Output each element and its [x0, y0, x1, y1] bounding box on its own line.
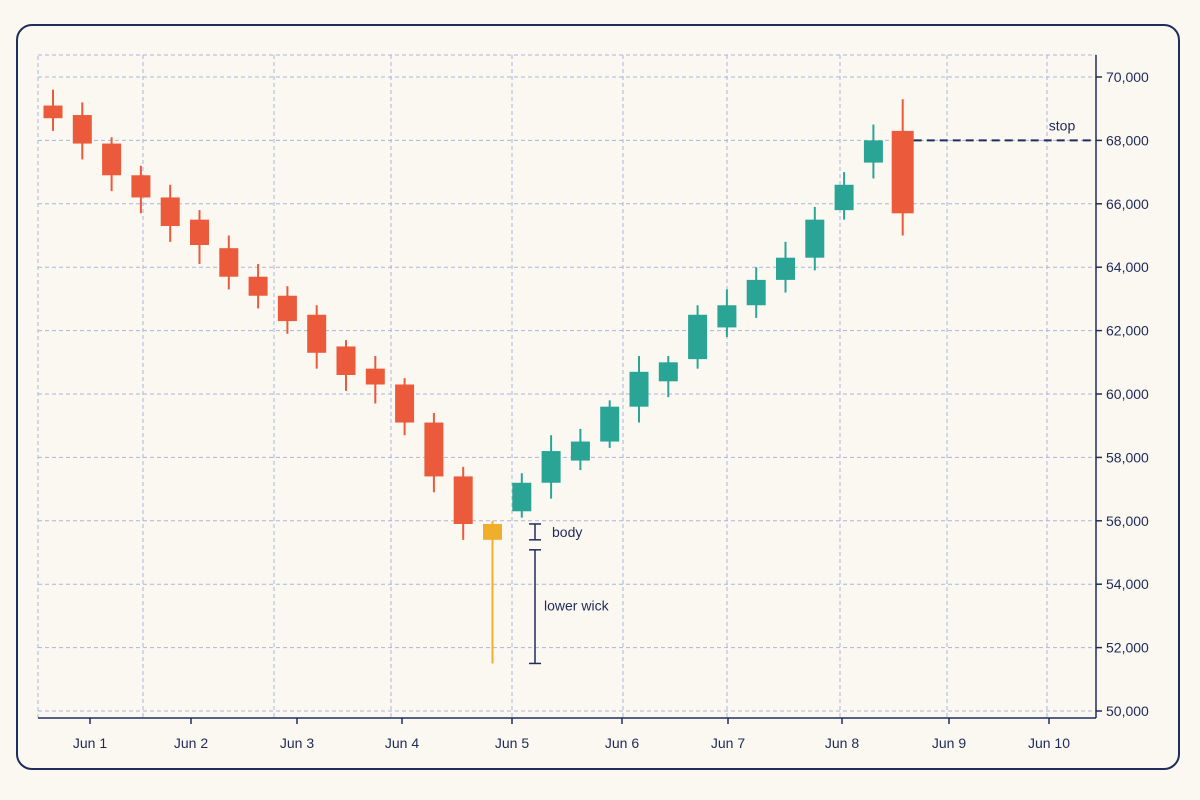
candle-body — [248, 276, 268, 296]
candle — [160, 184, 180, 242]
y-tick-label: 50,000 — [1106, 703, 1149, 719]
candle — [570, 428, 590, 471]
candle — [248, 264, 268, 309]
candle — [365, 355, 385, 404]
y-tick-label: 58,000 — [1106, 449, 1149, 465]
candle-body — [688, 314, 708, 360]
candle-body — [658, 362, 678, 382]
candle-body — [746, 279, 766, 306]
candle-body — [717, 305, 737, 328]
candle — [277, 286, 297, 334]
candle-body — [424, 422, 444, 477]
candle-body — [629, 371, 649, 407]
candle — [395, 378, 415, 436]
y-tick-label: 52,000 — [1106, 640, 1149, 656]
x-tick-label: Jun 3 — [280, 735, 314, 751]
candle-body — [131, 175, 151, 198]
candle-body — [776, 257, 795, 280]
body-label: body — [552, 524, 582, 540]
candle-body — [395, 384, 415, 423]
y-tick-label: 54,000 — [1106, 576, 1149, 592]
candle-body — [365, 368, 385, 385]
candle — [717, 289, 737, 337]
candle-body — [160, 197, 180, 226]
y-tick-label: 64,000 — [1106, 259, 1149, 275]
x-tick-label: Jun 6 — [605, 735, 639, 751]
candle-body — [834, 184, 854, 211]
candles — [43, 89, 914, 664]
candle — [190, 210, 209, 265]
candle-body — [600, 406, 620, 442]
x-tick-label: Jun 7 — [711, 735, 745, 751]
candle — [834, 172, 854, 220]
candle-body — [512, 482, 532, 512]
candle-body — [72, 115, 92, 144]
candle-body — [453, 476, 473, 524]
candle — [483, 520, 502, 664]
candle-body — [891, 130, 914, 214]
candle — [629, 355, 649, 423]
y-tick-label: 66,000 — [1106, 196, 1149, 212]
candle — [424, 413, 444, 493]
y-tick-label: 68,000 — [1106, 132, 1149, 148]
lower-wick-label: lower wick — [544, 598, 610, 614]
candle — [512, 473, 532, 518]
candle — [541, 435, 561, 499]
candle — [307, 305, 327, 369]
candle-body — [43, 105, 63, 119]
candle — [102, 137, 122, 192]
candle-body — [483, 523, 502, 540]
x-tick-label: Jun 2 — [174, 735, 208, 751]
plot-border — [37, 54, 1097, 719]
stop-label: stop — [1049, 117, 1076, 133]
candle-body — [102, 143, 122, 176]
x-tick-label: Jun 9 — [932, 735, 966, 751]
candle — [219, 235, 239, 290]
candle — [336, 340, 356, 391]
candle-body — [190, 219, 209, 246]
annotations: stop body lower wick — [529, 117, 1096, 665]
x-tick-label: Jun 1 — [73, 735, 107, 751]
y-tick-label: 56,000 — [1106, 513, 1149, 529]
axes: 50,000 52,000 54,000 56,000 58,000 60,000 62,0… — [38, 55, 1149, 751]
candle — [131, 165, 151, 214]
candle-body — [805, 219, 825, 258]
candle — [72, 102, 92, 160]
candle-body — [863, 140, 883, 163]
candle — [776, 241, 795, 293]
candle — [891, 99, 914, 236]
candle — [43, 89, 63, 131]
y-tick-label: 60,000 — [1106, 386, 1149, 402]
candle — [805, 206, 825, 271]
candle — [863, 124, 883, 179]
candle-body — [277, 295, 297, 322]
candle-body — [336, 346, 356, 375]
candle-body — [307, 314, 327, 353]
candle — [746, 267, 766, 318]
candle-body — [570, 441, 590, 461]
candle-body — [219, 248, 239, 277]
y-tick-label: 70,000 — [1106, 69, 1149, 85]
x-tick-label: Jun 8 — [825, 735, 859, 751]
x-tick-label: Jun 4 — [385, 735, 419, 751]
candle-body — [541, 451, 561, 483]
y-tick-label: 62,000 — [1106, 323, 1149, 339]
candle — [453, 466, 473, 540]
candle — [600, 400, 620, 448]
chart-frame — [16, 24, 1180, 770]
x-tick-label: Jun 10 — [1028, 735, 1070, 751]
x-tick-label: Jun 5 — [495, 735, 529, 751]
candle — [688, 305, 708, 369]
grid — [37, 54, 1097, 719]
candle — [658, 355, 678, 398]
